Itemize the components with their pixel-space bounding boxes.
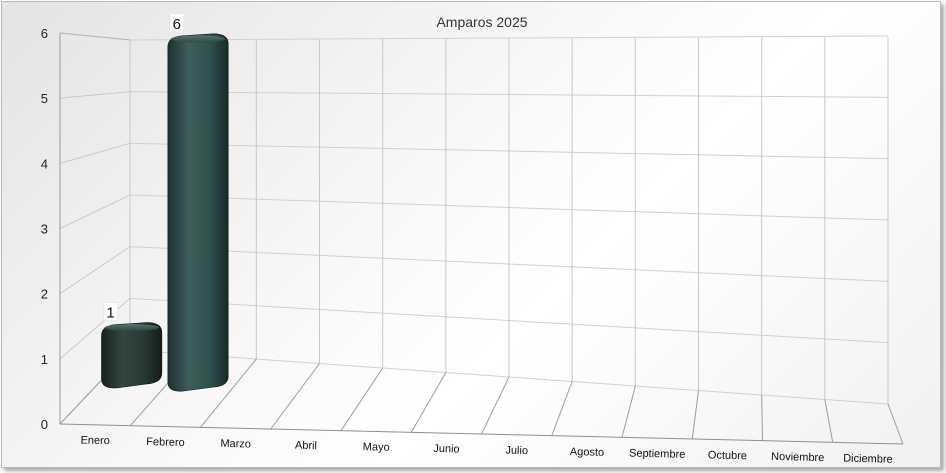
x-category-label: Agosto bbox=[570, 446, 605, 459]
data-label: 6 bbox=[173, 16, 181, 33]
bars bbox=[101, 33, 229, 392]
x-category-label: Octubre bbox=[708, 449, 747, 462]
y-axis-ticks: 0 1 2 3 4 5 6 bbox=[41, 26, 48, 432]
x-category-label: Noviembre bbox=[771, 451, 824, 464]
x-category-label: Mayo bbox=[363, 441, 390, 454]
floor-divider bbox=[621, 385, 636, 438]
floor-divider bbox=[340, 367, 384, 431]
x-category-label: Julio bbox=[505, 445, 528, 458]
floor-divider bbox=[481, 376, 510, 435]
grid-line-side bbox=[59, 246, 131, 295]
y-tick-label: 0 bbox=[41, 417, 48, 432]
floor-front-edge bbox=[59, 423, 904, 445]
x-category-label: Febrero bbox=[146, 436, 185, 449]
grid-line-back bbox=[129, 35, 889, 41]
y-tick-label: 6 bbox=[41, 26, 48, 41]
floor-divider bbox=[691, 390, 699, 440]
bar-cap bbox=[104, 324, 159, 332]
x-category-label: Marzo bbox=[220, 438, 251, 451]
y-tick-label: 2 bbox=[41, 287, 48, 302]
y-tick-label: 4 bbox=[41, 156, 48, 171]
floor-divider bbox=[270, 363, 320, 430]
bar-enero bbox=[101, 322, 163, 389]
data-label-box bbox=[103, 302, 118, 321]
x-category-label: Abril bbox=[295, 440, 317, 453]
floor-divider bbox=[200, 358, 257, 428]
grid-line-side bbox=[59, 142, 131, 164]
floor-divider bbox=[761, 394, 763, 441]
data-label-box bbox=[169, 13, 185, 33]
bar-febrero bbox=[167, 33, 229, 392]
x-category-label: Enero bbox=[80, 434, 110, 447]
x-category-label: Diciembre bbox=[843, 453, 893, 466]
x-category-label: Septiembre bbox=[629, 447, 686, 460]
floor-divider bbox=[824, 399, 834, 443]
y-tick-label: 3 bbox=[41, 222, 48, 237]
y-tick-label: 1 bbox=[41, 352, 48, 367]
floor-divider bbox=[410, 372, 447, 433]
grid-line-side bbox=[59, 297, 131, 360]
bar-cap bbox=[170, 35, 226, 43]
x-axis-categories: Enero Febrero Marzo Abril Mayo Junio Julio Agos… bbox=[80, 434, 892, 465]
floor-divider bbox=[887, 403, 904, 445]
floor-divider bbox=[551, 381, 573, 436]
grid-line-side bbox=[59, 194, 131, 229]
grid-line-side bbox=[59, 91, 131, 99]
chart-title: Amparos 2025 bbox=[436, 14, 527, 30]
wall-top-edge bbox=[59, 32, 131, 41]
data-labels: 16 bbox=[103, 13, 185, 322]
x-category-label: Junio bbox=[433, 443, 460, 456]
data-label: 1 bbox=[106, 305, 114, 322]
y-tick-label: 5 bbox=[41, 91, 48, 106]
